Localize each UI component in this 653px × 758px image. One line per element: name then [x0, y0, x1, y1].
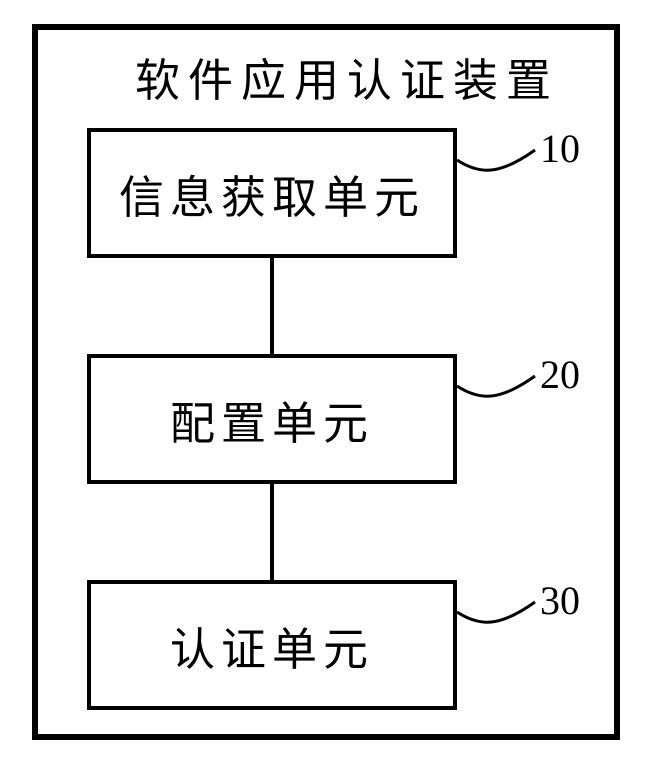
node-info-acquisition-unit: 信息获取单元: [87, 128, 457, 258]
node-label: 配置单元: [170, 387, 374, 452]
node-configuration-unit: 配置单元: [87, 354, 457, 484]
node-authentication-unit: 认证单元: [87, 580, 457, 710]
callout-label-20: 20: [540, 351, 580, 398]
node-label: 信息获取单元: [119, 161, 425, 226]
callout-label-30: 30: [540, 577, 580, 624]
node-label: 认证单元: [170, 613, 374, 678]
diagram-title: 软件应用认证装置: [135, 44, 559, 109]
callout-label-10: 10: [540, 125, 580, 172]
diagram-stage: 软件应用认证装置 信息获取单元 配置单元 认证单元 10 20 30: [0, 0, 653, 758]
